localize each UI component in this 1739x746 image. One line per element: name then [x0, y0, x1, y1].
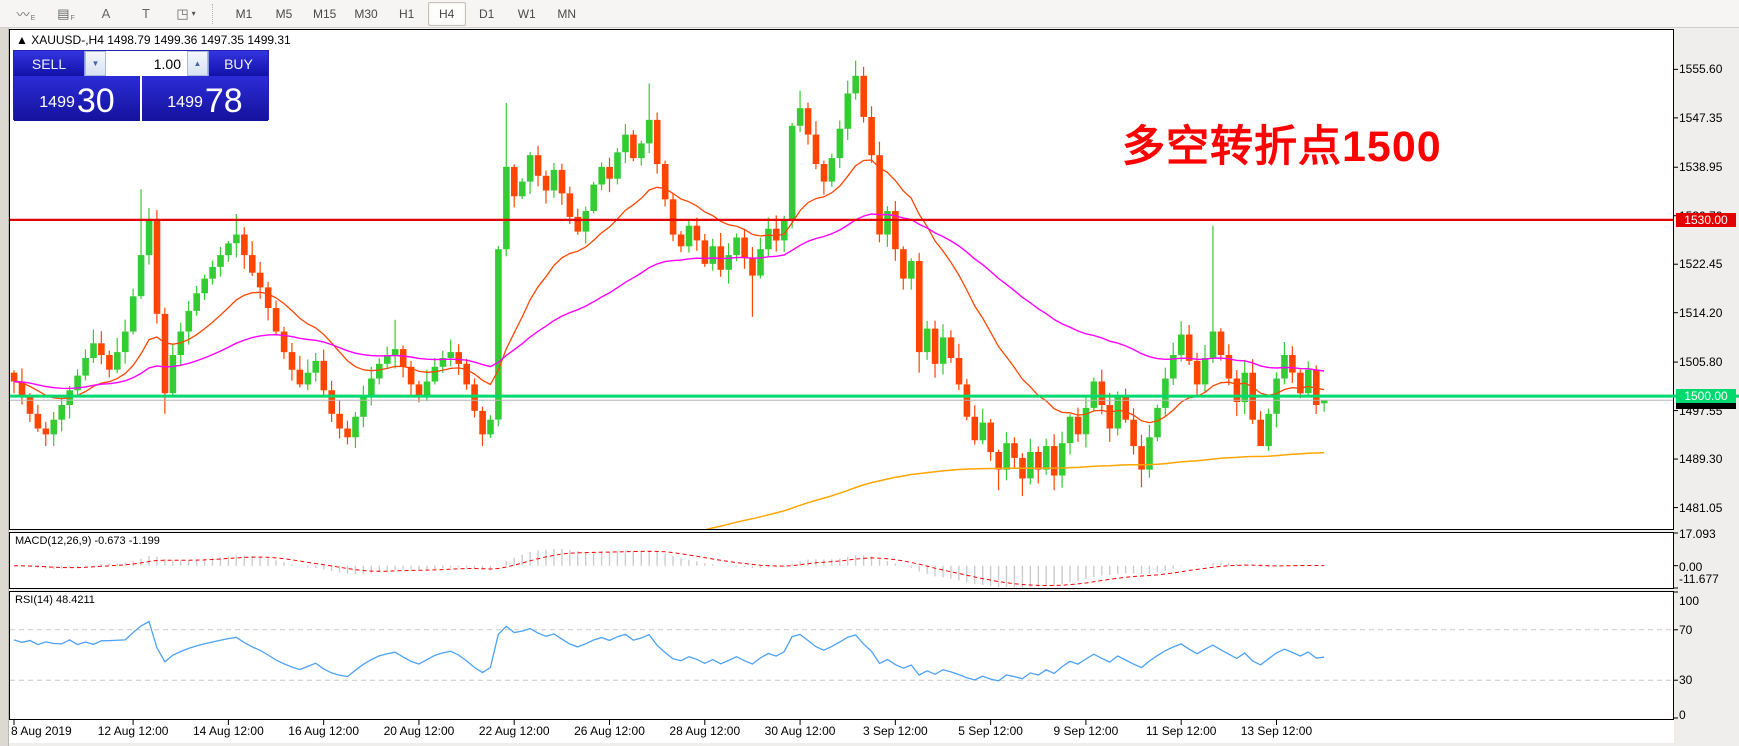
time-axis-label: 8 Aug 2019 [11, 724, 72, 738]
time-axis-label: 26 Aug 12:00 [574, 724, 645, 738]
timeframe-MN[interactable]: MN [557, 6, 577, 21]
rsi-label: RSI(14) 48.4211 [15, 594, 95, 606]
timeframe-H4[interactable]: H4 [427, 1, 466, 26]
toolbar-separator [212, 3, 218, 24]
sell-price-small: 1499 [39, 94, 75, 111]
shapes-icon[interactable]: ◳ ▾ [176, 5, 196, 21]
bid-price-tag [1676, 400, 1736, 410]
price-axis-tick: 1481.05 [1679, 500, 1723, 515]
time-axis-label: 16 Aug 12:00 [288, 724, 360, 738]
price-axis-tick: 1514.20 [1679, 305, 1723, 320]
one-click-trade-widget[interactable]: SELL ▼ ▲ BUY 1499 30 1499 78 [13, 50, 269, 121]
time-axis-label: 22 Aug 12:00 [478, 724, 550, 738]
time-axis-label: 9 Sep 12:00 [1053, 724, 1119, 738]
timeframe-D1[interactable]: D1 [479, 6, 495, 21]
timeframe-W1[interactable]: W1 [517, 6, 536, 21]
timeframe-H1[interactable]: H1 [399, 6, 415, 21]
time-axis-label: 12 Aug 12:00 [97, 724, 169, 738]
sell-price-big: 30 [76, 82, 115, 120]
price-axis-tick: 1555.60 [1679, 62, 1723, 77]
grid-icon[interactable]: ▤ F [57, 5, 75, 22]
macd-indicator-panel[interactable] [9, 532, 1674, 589]
timeframe-M5[interactable]: M5 [275, 6, 293, 21]
indicators-icon[interactable]: 〰 E [16, 7, 36, 22]
buy-price-box[interactable]: 1499 78 [142, 76, 268, 121]
rsi-indicator-panel[interactable] [9, 591, 1674, 720]
sell-button[interactable]: SELL [14, 51, 85, 76]
volume-decrease-button[interactable]: ▼ [85, 51, 106, 76]
macd-axis-tick: -11.677 [1679, 572, 1719, 586]
price-axis-tick: 1522.45 [1679, 257, 1723, 272]
volume-increase-button[interactable]: ▲ [187, 51, 208, 76]
price-axis-tick: 1489.30 [1679, 452, 1723, 467]
macd-axis-tick: 0.00 [1679, 559, 1703, 574]
time-axis-label: 30 Aug 12:00 [764, 724, 836, 738]
window-left-edge [0, 28, 9, 746]
timeframe-M30[interactable]: M30 [354, 6, 378, 21]
macd-label: MACD(12,26,9) -0.673 -1.199 [15, 535, 160, 547]
time-axis-label: 3 Sep 12:00 [862, 724, 928, 738]
time-axis-label: 13 Sep 12:00 [1240, 724, 1313, 738]
buy-button[interactable]: BUY [208, 51, 268, 76]
timeframe-M1[interactable]: M1 [235, 6, 253, 21]
time-axis-label: 11 Sep 12:00 [1145, 724, 1217, 738]
time-axis-label: 5 Sep 12:00 [958, 724, 1023, 738]
buy-price-small: 1499 [167, 94, 203, 111]
sell-price-box[interactable]: 1499 30 [14, 76, 140, 121]
time-axis[interactable] [9, 720, 1674, 743]
price-axis-tick: 1538.95 [1679, 160, 1723, 175]
volume-input[interactable] [106, 51, 187, 76]
timeframe-M15[interactable]: M15 [313, 6, 337, 21]
top-toolbar: 〰 E ▤ F A T ◳ ▾ M1 M5 M15 M30 H1 H4 D1 W1 MN [0, 0, 1739, 28]
symbol-ohlc-header: ▲ XAUUSD-,H4 1498.79 1499.36 1497.35 149… [16, 33, 291, 47]
time-axis-label: 14 Aug 12:00 [193, 724, 264, 738]
rsi-axis-tick: 0 [1679, 708, 1686, 722]
red-level-price-tag: 1530.00 [1676, 212, 1736, 227]
price-axis-tick: 1505.80 [1679, 355, 1723, 370]
green-level-price-tag: 1500.00 [1676, 389, 1736, 404]
price-axis-tick: 1547.35 [1679, 110, 1723, 125]
macd-axis-tick: 17.093 [1679, 527, 1716, 541]
rsi-axis-tick: 70 [1679, 622, 1693, 637]
text-box-icon[interactable]: T [142, 6, 150, 21]
time-axis-label: 20 Aug 12:00 [383, 724, 455, 738]
rsi-axis-tick: 30 [1679, 673, 1693, 688]
time-axis-label: 28 Aug 12:00 [669, 724, 741, 738]
text-label-icon[interactable]: A [101, 6, 111, 21]
buy-price-big: 78 [204, 82, 243, 120]
rsi-axis-tick: 100 [1679, 594, 1700, 608]
chart-annotation-text: 多空转折点1500 [1122, 123, 1442, 171]
